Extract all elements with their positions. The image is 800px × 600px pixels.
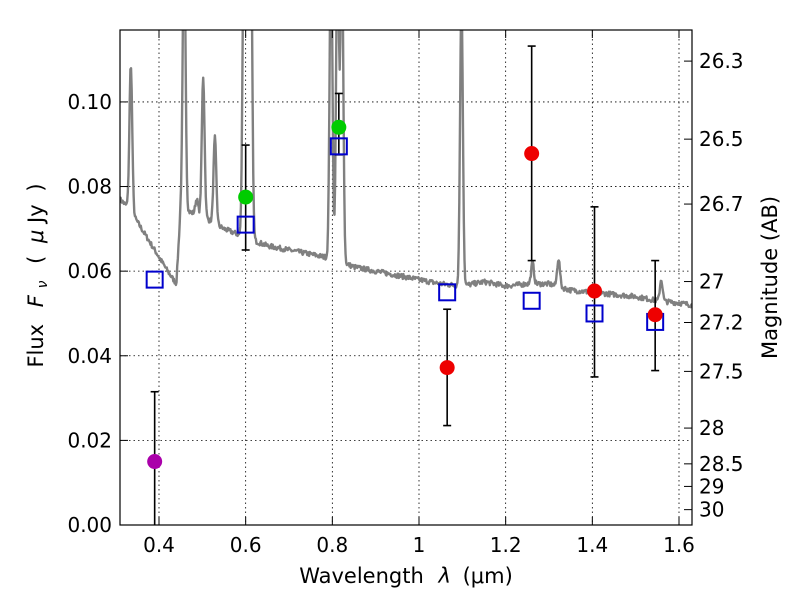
y-tick-label: 0.10 [67,90,112,114]
mag-tick-label: 27.2 [699,311,744,335]
x-tick-label: 1.2 [490,533,522,557]
model-photometry-square [236,215,255,234]
model-sed-line [120,30,692,309]
observed-flux-point [647,307,663,323]
mag-tick-label: 26.3 [699,49,744,73]
model-photometry-layer [145,137,665,331]
x-tick-label: 0.8 [316,533,348,557]
y-axis-label: Flux F ν ( μ Jy ) [24,183,52,367]
model-photometry-square [522,291,541,310]
model-photometry-square [585,304,604,323]
plot-frame [119,29,693,526]
mag-tick-label: 28.5 [699,452,744,476]
x-tick-label: 0.6 [230,533,262,557]
observed-flux-point [331,119,347,135]
observed-flux-point [587,283,602,299]
mag-tick-label: 30 [699,498,724,522]
errorbar-layer [150,45,660,525]
mag-tick-label: 26.5 [699,127,744,151]
model-sed-layer [120,30,692,309]
mag-tick-label: 27.5 [699,359,744,383]
model-photometry-square [438,283,457,302]
observed-flux-point [238,189,254,205]
y-tick-label: 0.08 [67,175,112,199]
magnitude-axis-label: Magnitude (AB) [758,196,782,359]
observed-flux-point [147,454,163,470]
x-tick-label: 1.4 [576,533,608,557]
grid-layer [120,30,692,525]
observed-flux-point [439,360,455,376]
observed-flux-layer [147,119,663,470]
x-axis-label: Wavelength λ (μm) [299,564,513,588]
label-layer: Wavelength λ (μm) Flux F ν ( μ Jy ) Magn… [24,183,782,588]
mag-tick-label: 26.7 [699,192,744,216]
model-photometry-square [145,270,164,289]
axes-layer: 0.4 0.6 0.8 1 1.2 1.4 1.6 0.00 0.02 0.04 0.06 0.08 0… [67,29,744,557]
mag-tick-label: 28 [699,416,724,440]
observed-flux-point [524,146,540,162]
y-tick-label: 0.00 [67,513,112,537]
y-tick-label: 0.06 [67,259,112,283]
x-tick-label: 1.6 [663,533,695,557]
mag-tick-label: 29 [699,474,724,498]
y-tick-label: 0.04 [67,344,112,368]
mag-tick-label: 27 [699,270,724,294]
model-photometry-square [329,137,348,156]
x-tick-label: 1 [413,533,426,557]
y-tick-label: 0.02 [67,428,112,452]
x-tick-label: 0.4 [143,533,175,557]
